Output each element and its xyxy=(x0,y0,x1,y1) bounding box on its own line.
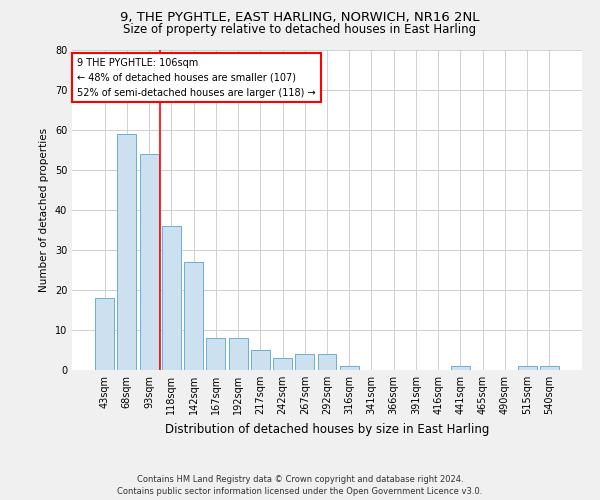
Bar xyxy=(273,358,292,370)
Text: Contains HM Land Registry data © Crown copyright and database right 2024.
Contai: Contains HM Land Registry data © Crown c… xyxy=(118,474,482,496)
Bar xyxy=(251,350,270,370)
Bar xyxy=(340,366,359,370)
Text: 9, THE PYGHTLE, EAST HARLING, NORWICH, NR16 2NL: 9, THE PYGHTLE, EAST HARLING, NORWICH, N… xyxy=(120,11,480,24)
Bar xyxy=(140,154,158,370)
Bar xyxy=(518,366,536,370)
Bar xyxy=(540,366,559,370)
Text: Size of property relative to detached houses in East Harling: Size of property relative to detached ho… xyxy=(124,22,476,36)
Y-axis label: Number of detached properties: Number of detached properties xyxy=(39,128,49,292)
Bar xyxy=(295,354,314,370)
Bar xyxy=(451,366,470,370)
Bar xyxy=(95,298,114,370)
X-axis label: Distribution of detached houses by size in East Harling: Distribution of detached houses by size … xyxy=(165,422,489,436)
Bar xyxy=(229,338,248,370)
Bar xyxy=(317,354,337,370)
Bar xyxy=(206,338,225,370)
Bar xyxy=(162,226,181,370)
Bar xyxy=(118,134,136,370)
Bar xyxy=(184,262,203,370)
Text: 9 THE PYGHTLE: 106sqm
← 48% of detached houses are smaller (107)
52% of semi-det: 9 THE PYGHTLE: 106sqm ← 48% of detached … xyxy=(77,58,316,98)
